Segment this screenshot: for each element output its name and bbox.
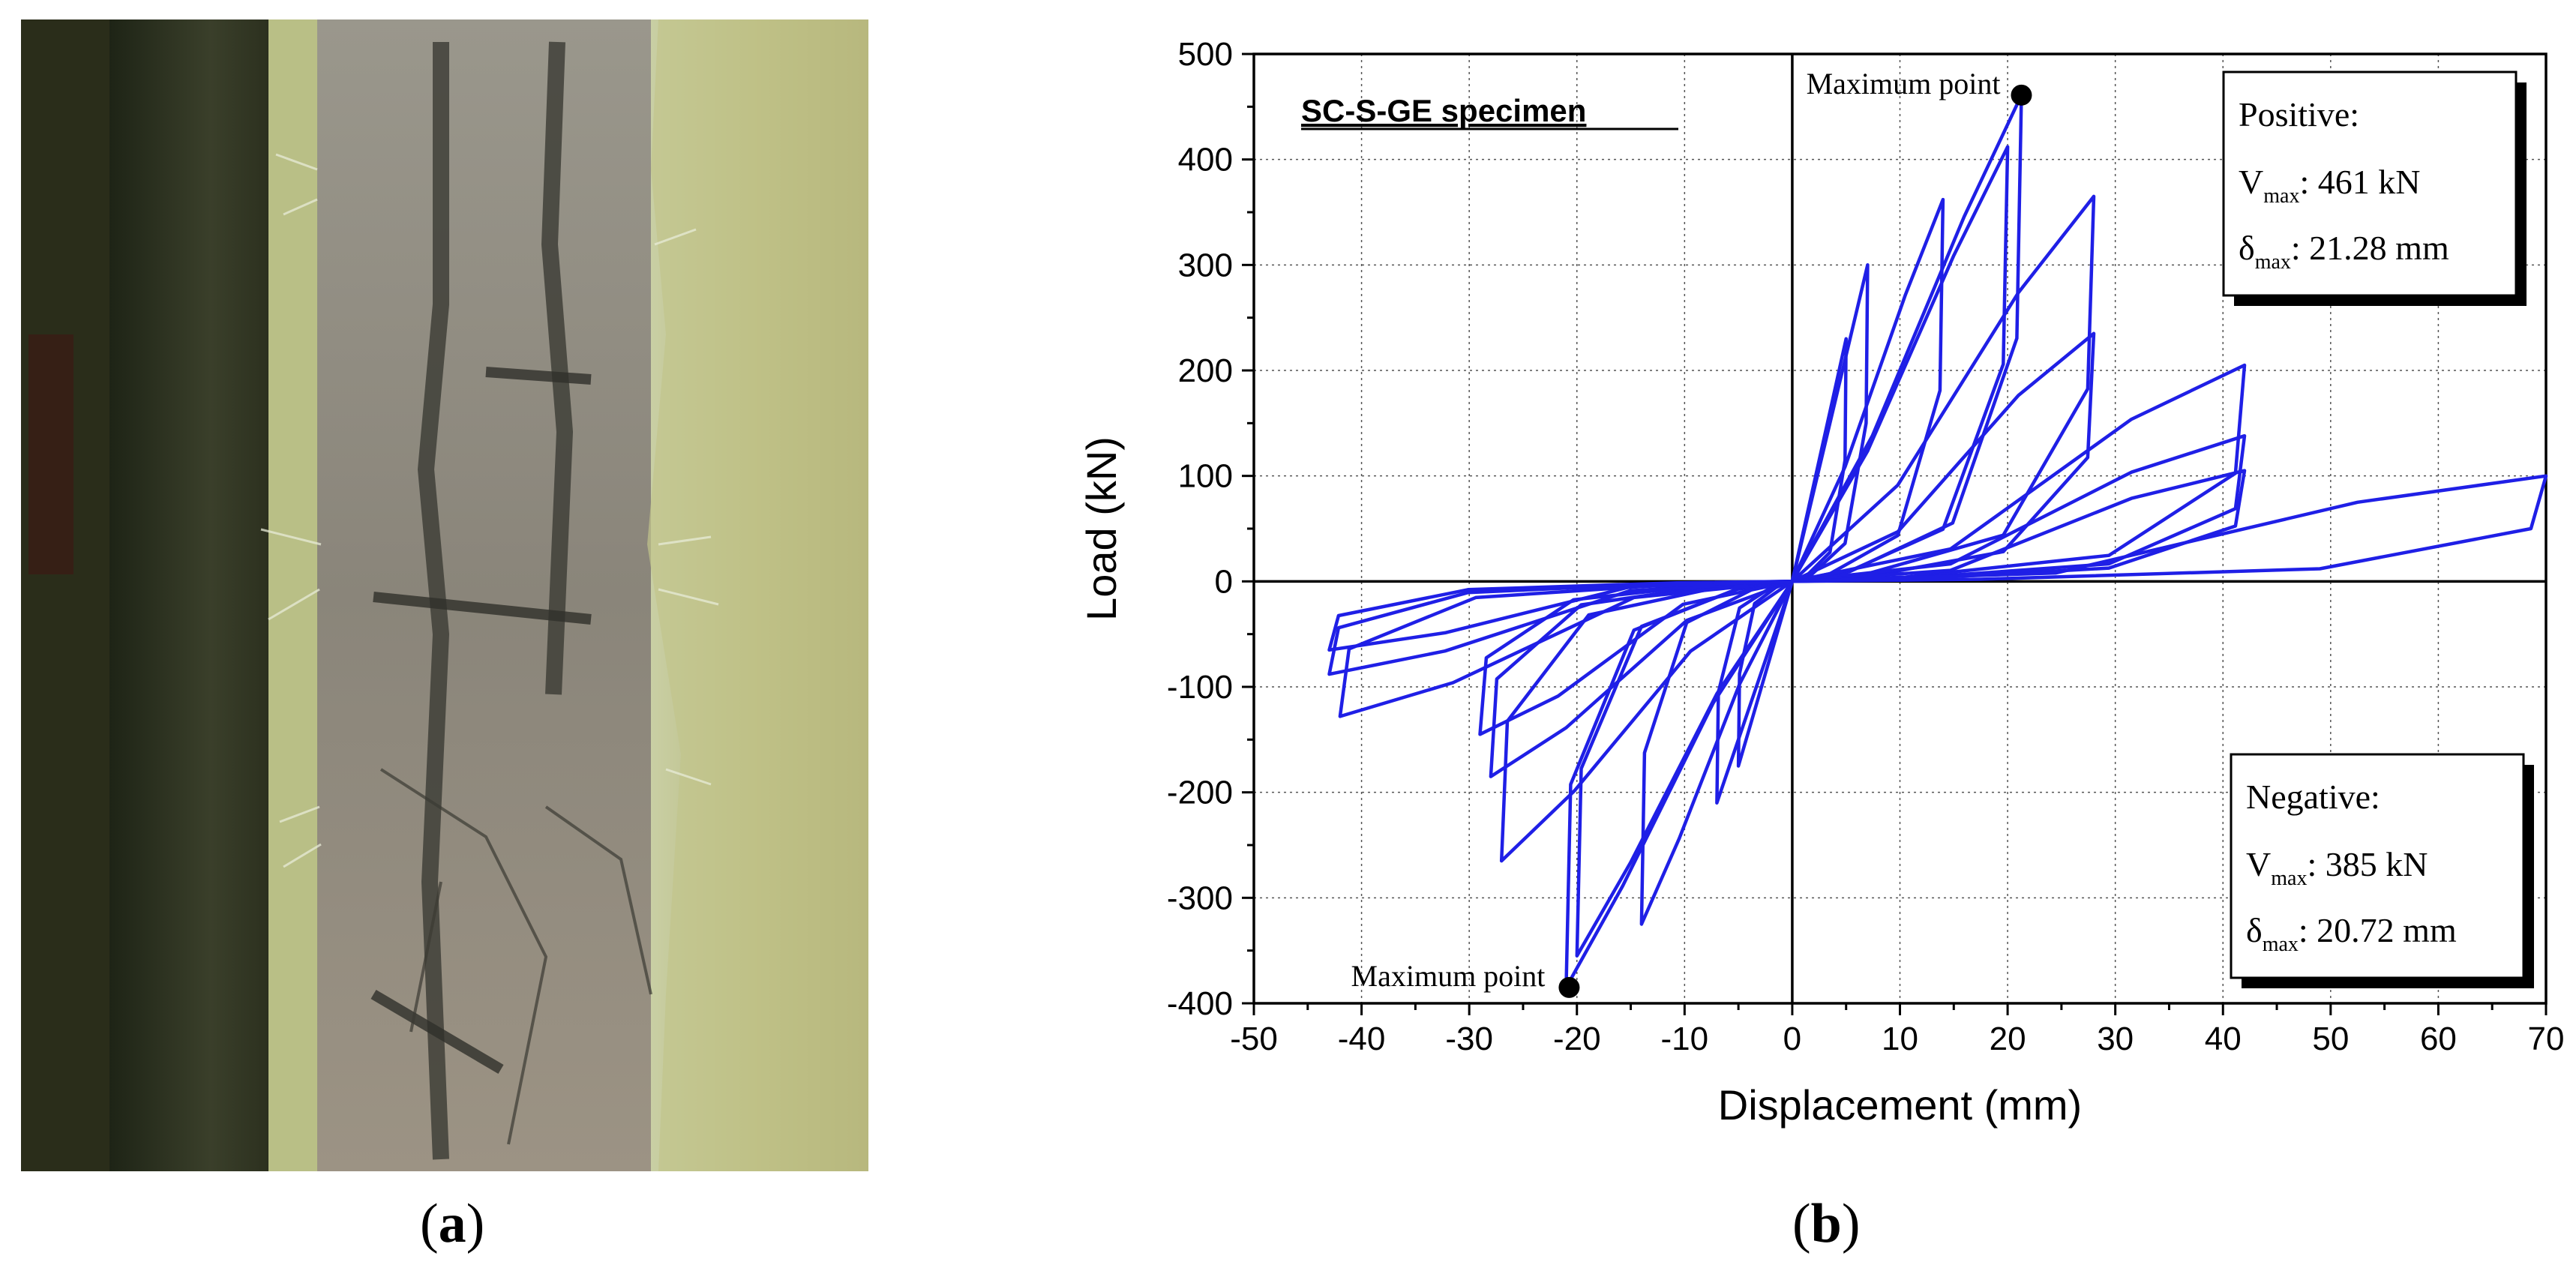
x-tick-label: -30 [1445, 1021, 1493, 1057]
axes: -50 -40 -30 -20 -10 0 10 20 30 40 50 60 70-400-300-2… [1078, 36, 2564, 1129]
y-axis-label: Load (kN) [1078, 436, 1125, 621]
y-tick-label: -400 [1167, 985, 1233, 1022]
chart-panel: -50 -40 -30 -20 -10 0 10 20 30 40 50 60 70 -400 -300 -2… [1035, 0, 2576, 1267]
x-tick-label: -50 [1230, 1021, 1278, 1057]
y-tick-label: -300 [1167, 880, 1233, 916]
x-tick-label: 30 [2097, 1021, 2134, 1057]
y-tick-label: -100 [1167, 669, 1233, 706]
x-tick-label: -40 [1338, 1021, 1386, 1057]
positive-info-box-dmax: δmax: 21.28 mm [2239, 229, 2449, 274]
positive-info-box-vmax: Vmax: 461 kN [2239, 163, 2420, 208]
y-tick-label: 100 [1178, 458, 1233, 495]
hysteresis-loop [1327, 474, 2548, 652]
x-tick-label: -20 [1553, 1021, 1601, 1057]
positive-info-box-title: Positive: [2239, 95, 2359, 133]
negative-info-box-dmax: δmax: 20.72 mm [2246, 911, 2457, 956]
specimen-label: SC-S-GE specimen [1301, 93, 1586, 128]
positive-info-box [2222, 70, 2518, 297]
negative-info-box-vmax: Vmax: 385 kN [2246, 845, 2428, 890]
x-axis-label: Displacement (mm) [1718, 1081, 2082, 1129]
caption-a: (a) [420, 1193, 485, 1255]
y-tick-label: 300 [1178, 247, 1233, 283]
x-tick-label: 70 [2528, 1021, 2565, 1057]
y-tick-label: 0 [1215, 563, 1233, 600]
specimen-photo [21, 19, 868, 1171]
y-tick-label: -200 [1167, 775, 1233, 811]
hysteresis-curves [1327, 93, 2548, 990]
max-point-label: Maximum point [1351, 959, 1546, 993]
max-point-marker [1558, 976, 1580, 998]
y-tick-label: 500 [1178, 36, 1233, 73]
y-tick-label: 400 [1178, 142, 1233, 178]
x-tick-label: 10 [1882, 1021, 1918, 1057]
y-tick-label: 200 [1178, 352, 1233, 389]
annotations: Maximum point Maximum point SC-S-GE specim… [1301, 67, 2534, 998]
negative-info-box [2230, 753, 2525, 979]
negative-info-box-title: Negative: [2246, 778, 2380, 816]
caption-b: (b) [1792, 1193, 1861, 1255]
x-tick-label: 0 [1783, 1021, 1801, 1057]
x-tick-label: 20 [1990, 1021, 2026, 1057]
max-point-label: Maximum point [1807, 67, 2001, 100]
x-tick-label: 40 [2205, 1021, 2242, 1057]
x-tick-label: -10 [1661, 1021, 1709, 1057]
hysteresis-chart: -50 -40 -30 -20 -10 0 10 20 30 40 50 60 70-400-300-2… [1078, 36, 2564, 1129]
x-tick-label: 50 [2312, 1021, 2349, 1057]
hysteresis-loop [1327, 469, 2247, 676]
x-tick-label: 60 [2420, 1021, 2457, 1057]
max-point-marker [2011, 84, 2032, 106]
